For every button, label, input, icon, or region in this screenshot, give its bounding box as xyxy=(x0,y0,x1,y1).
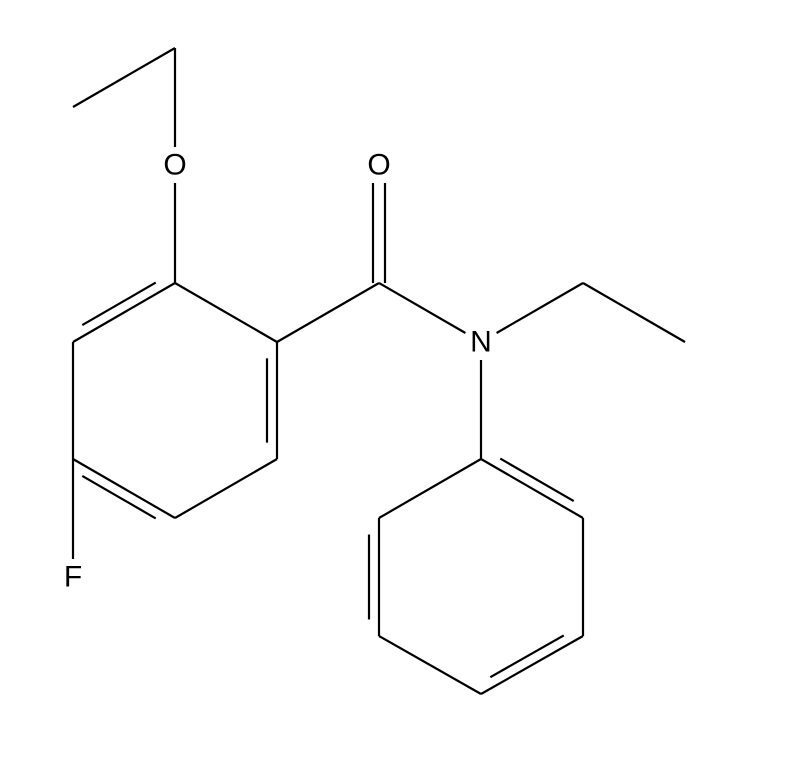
atom-label-o: O xyxy=(163,149,186,182)
atom-label-f: F xyxy=(64,561,82,594)
atom-label-o: O xyxy=(367,149,390,182)
molecule-diagram: O F O N xyxy=(0,0,788,769)
atom-label-n: N xyxy=(470,326,492,359)
